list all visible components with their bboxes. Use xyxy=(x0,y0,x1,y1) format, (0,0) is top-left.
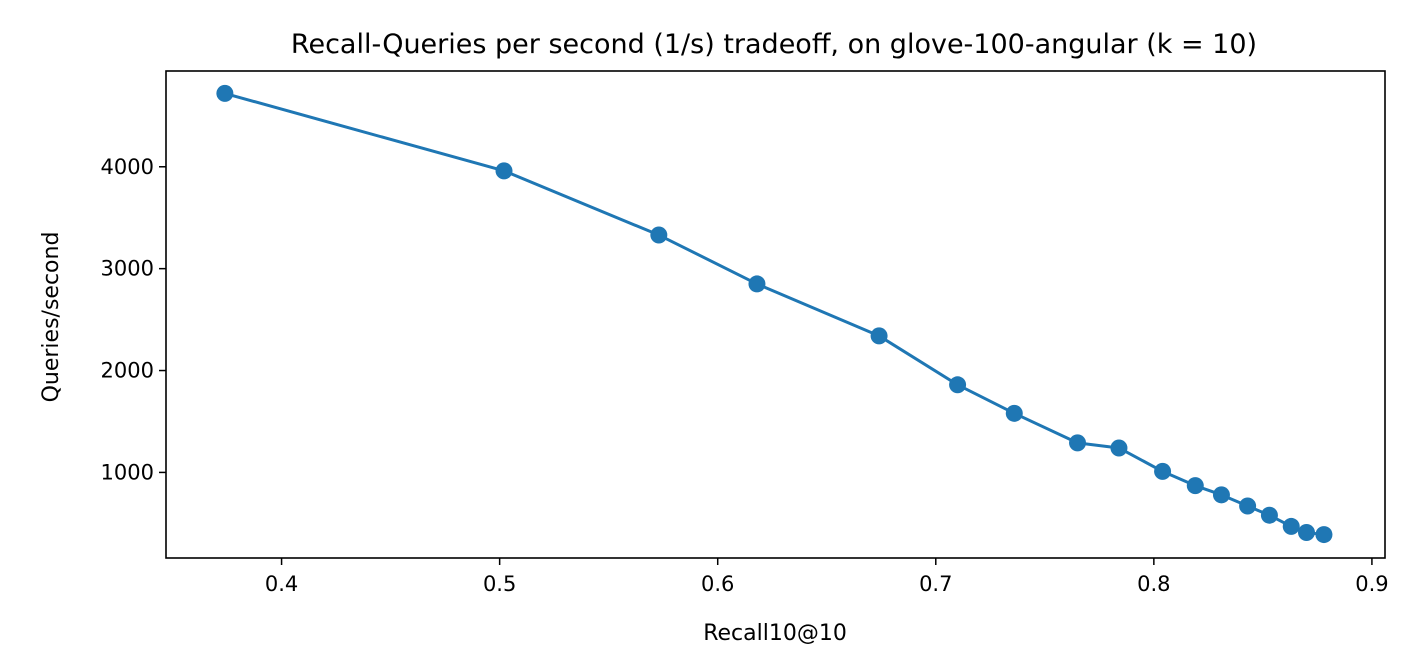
x-tick-label: 0.9 xyxy=(1355,572,1388,596)
data-point xyxy=(949,376,967,394)
data-point xyxy=(1186,477,1204,495)
y-axis: 1000 2000 3000 4000 xyxy=(101,155,166,484)
data-point xyxy=(495,162,513,180)
data-point xyxy=(1069,434,1087,452)
data-point xyxy=(1154,462,1172,480)
data-point xyxy=(650,226,668,244)
data-points xyxy=(216,84,1333,544)
x-tick-label: 0.8 xyxy=(1137,572,1170,596)
chart-title: Recall-Queries per second (1/s) tradeoff… xyxy=(291,29,1257,60)
x-tick-label: 0.5 xyxy=(483,572,516,596)
y-axis-label: Queries/second xyxy=(39,232,64,403)
x-axis-label: Recall10@10 xyxy=(703,621,847,646)
y-tick-label: 4000 xyxy=(101,155,154,179)
plot-frame xyxy=(165,70,1386,559)
x-tick-label: 0.6 xyxy=(701,572,734,596)
data-point xyxy=(1239,497,1257,515)
data-point xyxy=(1315,526,1333,544)
data-point xyxy=(1297,524,1315,542)
y-tick-label: 1000 xyxy=(101,460,154,484)
x-axis: 0.4 0.5 0.6 0.7 0.8 0.9 xyxy=(265,558,1389,596)
data-point xyxy=(870,327,888,345)
x-tick-label: 0.7 xyxy=(919,572,952,596)
data-point xyxy=(1005,404,1023,422)
data-point xyxy=(216,84,234,102)
y-tick-label: 3000 xyxy=(101,257,154,281)
data-point xyxy=(1110,439,1128,457)
data-point xyxy=(748,275,766,293)
data-point xyxy=(1260,506,1278,524)
data-point xyxy=(1212,486,1230,504)
data-point xyxy=(1282,517,1300,535)
y-tick-label: 2000 xyxy=(101,359,154,383)
x-tick-label: 0.4 xyxy=(265,572,298,596)
